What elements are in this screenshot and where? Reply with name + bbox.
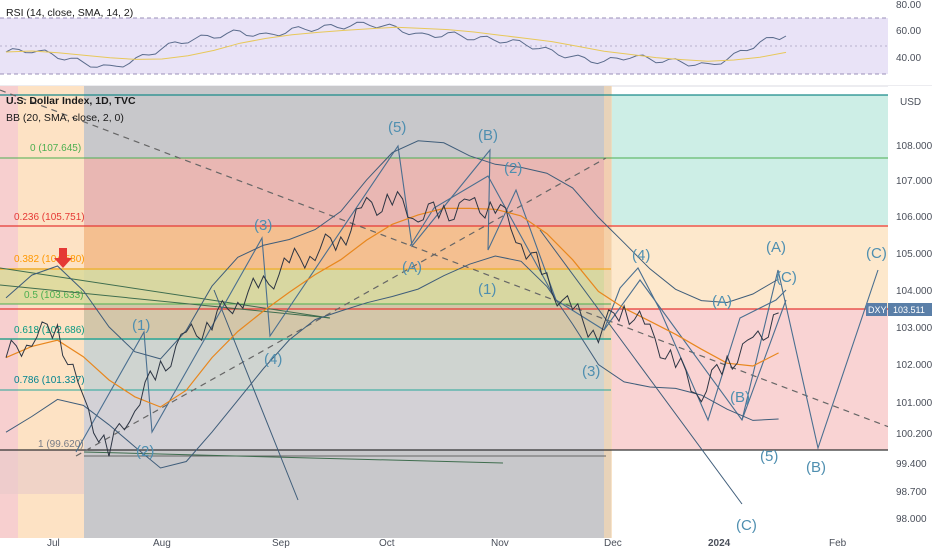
zone-backgrounds — [0, 86, 888, 538]
rsi-panel: RSI (14, close, SMA, 14, 2) 80.00 60.00 … — [0, 0, 921, 75]
wave-label: (A) — [712, 293, 732, 310]
wave-label: (C) — [736, 517, 757, 534]
fib-label-0382: 0.382 (104.580) — [14, 254, 85, 265]
wave-label: (B) — [730, 389, 750, 406]
moving-average-line — [5, 207, 779, 408]
wave-label: (3) — [582, 363, 600, 380]
y-tick: 108.000 — [896, 141, 932, 152]
x-tick: Oct — [379, 538, 395, 549]
rsi-sma-line — [5, 26, 787, 62]
zone-grayteal-band — [84, 338, 611, 390]
fib-label-0236: 0.236 (105.751) — [14, 212, 85, 223]
dashed-uptrend — [75, 157, 607, 457]
rsi-line — [5, 21, 787, 68]
currency-label: USD — [900, 97, 921, 108]
symbol-title[interactable]: U.S. Dollar Index, 1D, TVC — [6, 95, 136, 107]
wave-label: (4) — [632, 247, 650, 264]
wave-label: (2) — [136, 443, 154, 460]
green-line-1 — [0, 267, 331, 319]
wave-label: (3) — [254, 217, 272, 234]
y-tick: 102.000 — [896, 360, 932, 371]
last-price-box — [888, 303, 932, 316]
wave-label: (4) — [264, 351, 282, 368]
wave-label: (C) — [776, 269, 797, 286]
time-axis[interactable]: Jul Aug Sep Oct Nov Dec 2024 Feb — [0, 538, 888, 550]
rsi-title: RSI (14, close, SMA, 14, 2) — [6, 7, 133, 19]
x-tick: Feb — [829, 538, 847, 549]
zone-left-pink — [0, 86, 18, 538]
rsi-tick-60: 60.00 — [896, 26, 921, 37]
bollinger-lower — [5, 255, 779, 469]
y-tick: 99.400 — [896, 459, 927, 470]
wave-label: (A) — [402, 259, 422, 276]
y-tick: 106.000 — [896, 212, 932, 223]
y-tick: 107.000 — [896, 176, 932, 187]
zone-red-band — [84, 158, 611, 226]
x-tick: Jul — [47, 538, 60, 549]
green-line-2 — [0, 284, 331, 319]
y-tick: 101.000 — [896, 398, 932, 409]
wave-label: (1) — [132, 317, 150, 334]
price-line — [5, 190, 779, 457]
rsi-tick-40: 40.00 — [896, 53, 921, 64]
y-tick: 100.200 — [896, 429, 932, 440]
x-tick: Nov — [491, 538, 509, 549]
zone-lower-band — [84, 390, 611, 450]
fib-label-0786: 0.786 (101.337) — [14, 375, 85, 386]
green-line-3 — [83, 451, 504, 464]
wave-label: (A) — [766, 239, 786, 256]
symbol-tag-box — [866, 303, 887, 316]
wave-label: (1) — [478, 281, 496, 298]
x-tick: Dec — [604, 538, 622, 549]
indicator-title[interactable]: BB (20, SMA, close, 2, 0) — [6, 112, 124, 124]
dashed-downtrend — [0, 89, 919, 439]
wave-labels: (5) (B) (2) (3) (4) (1) (2) (A) (1) (3) … — [132, 119, 887, 534]
zone-tan-band — [84, 304, 611, 338]
y-tick: 104.000 — [896, 286, 932, 297]
y-tick: 105.000 — [896, 249, 932, 260]
last-price: 103.511 — [893, 305, 925, 315]
wave-label: (2) — [504, 160, 522, 177]
fib-label-1: 1 (99.620) — [38, 439, 84, 450]
channel-line-2 — [539, 229, 743, 505]
trend-lines — [0, 89, 919, 505]
wave-label: (C) — [866, 245, 887, 262]
fib-label-0: 0 (107.645) — [30, 143, 81, 154]
x-tick: Sep — [272, 538, 290, 549]
fib-lines — [0, 94, 888, 457]
zone-orange-band — [84, 226, 611, 268]
wave-label: (5) — [760, 448, 778, 465]
bollinger-upper — [5, 140, 779, 360]
y-tick: 98.000 — [896, 514, 927, 525]
x-tick: Aug — [153, 538, 171, 549]
zone-olive-band — [0, 268, 611, 304]
symbol-tag: DXY — [868, 305, 887, 315]
wave-label: (5) — [388, 119, 406, 136]
down-arrow-icon — [54, 248, 72, 268]
y-tick: 103.000 — [896, 323, 932, 334]
channel-line-1 — [213, 289, 299, 501]
wave-label: (B) — [478, 127, 498, 144]
fib-label-05: 0.5 (103.633) — [24, 290, 84, 301]
rsi-tick-80: 80.00 — [896, 0, 921, 11]
x-tick: 2024 — [708, 538, 731, 549]
y-tick: 98.700 — [896, 487, 927, 498]
zone-teal — [611, 95, 888, 225]
wave-label: (B) — [806, 459, 826, 476]
price-axis[interactable]: USD 108.000 107.000 106.000 105.000 104.… — [866, 86, 932, 550]
zone-pink — [611, 309, 888, 450]
